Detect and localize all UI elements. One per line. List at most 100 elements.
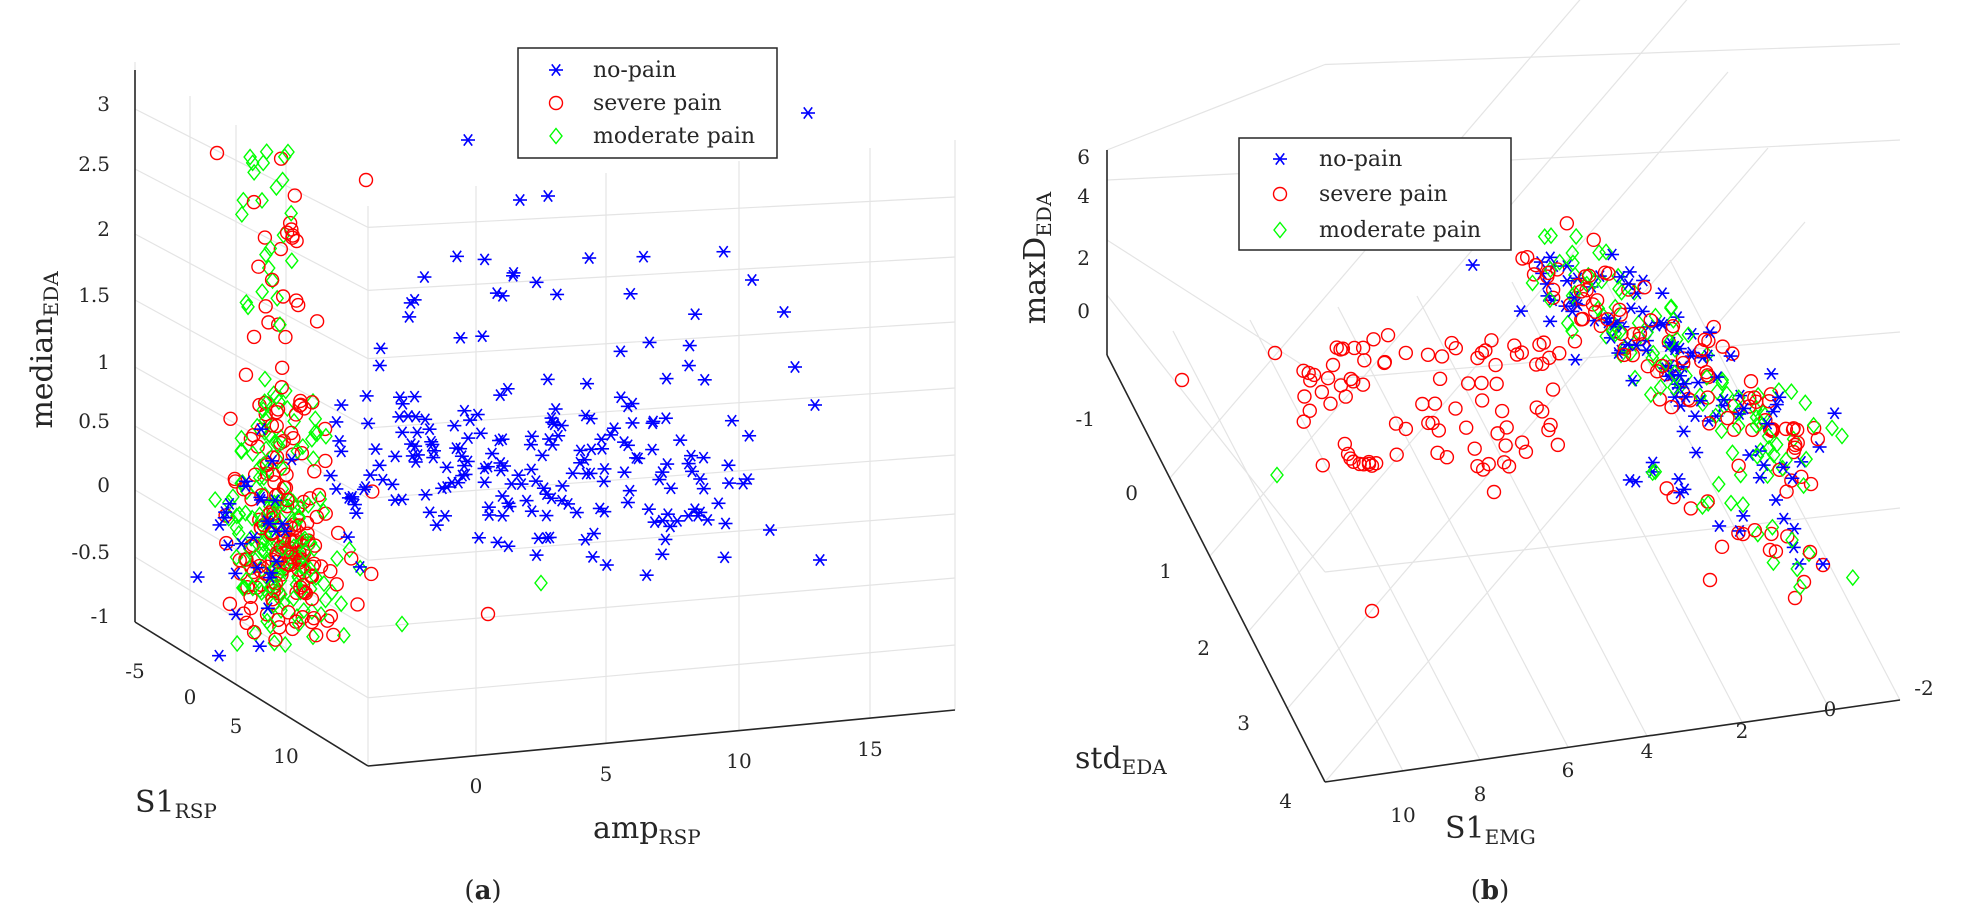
- data-point-severe-pain: [1626, 326, 1641, 342]
- data-point-severe-pain: [329, 577, 344, 592]
- data-point-no-pain: [1689, 446, 1704, 459]
- data-point-severe-pain: [1388, 416, 1404, 431]
- data-point-moderate-pain: [1645, 464, 1660, 482]
- data-point-no-pain: [535, 449, 550, 462]
- data-point-no-pain: [1568, 353, 1583, 366]
- data-point-moderate-pain: [293, 583, 308, 601]
- data-point-severe-pain: [1676, 355, 1691, 371]
- data-point-no-pain: [506, 269, 521, 282]
- data-point-severe-pain: [1432, 371, 1448, 387]
- data-point-severe-pain: [323, 609, 339, 624]
- data-point-moderate-pain: [284, 252, 299, 270]
- z-tick: 0.5: [78, 409, 110, 433]
- y-tick: 10: [273, 744, 298, 768]
- data-point-severe-pain: [1303, 373, 1318, 388]
- data-point-moderate-pain: [1699, 368, 1714, 386]
- data-point-no-pain: [506, 266, 521, 279]
- data-point-no-pain: [426, 451, 441, 464]
- chart-a-y-label: S1RSP: [135, 785, 217, 823]
- data-point-no-pain: [489, 287, 504, 300]
- data-point-no-pain: [264, 566, 279, 580]
- data-point-moderate-pain: [234, 205, 249, 223]
- data-point-no-pain: [284, 453, 299, 466]
- legend-entry-severe-pain: severe pain: [1319, 182, 1448, 207]
- chart-b-grid: [1106, 0, 1901, 783]
- data-point-moderate-pain: [243, 148, 257, 166]
- data-point-moderate-pain: [1565, 244, 1580, 262]
- data-point-severe-pain: [246, 329, 262, 345]
- data-point-no-pain: [539, 509, 554, 522]
- data-point-no-pain: [583, 467, 598, 480]
- data-point-severe-pain: [1715, 339, 1730, 354]
- legend-entry-severe-pain: severe pain: [593, 91, 722, 116]
- data-point-severe-pain: [1296, 363, 1311, 379]
- chart-b-y-axis: [1106, 354, 1326, 783]
- data-point-severe-pain: [238, 367, 254, 383]
- data-point-moderate-pain: [1592, 244, 1606, 262]
- y-tick: 0: [1125, 481, 1138, 505]
- data-point-severe-pain: [1346, 454, 1361, 469]
- data-point-no-pain: [373, 342, 388, 355]
- data-point-severe-pain: [1694, 343, 1709, 358]
- data-point-moderate-pain: [317, 575, 331, 593]
- data-point-no-pain: [550, 288, 565, 301]
- data-point-severe-pain: [294, 446, 310, 461]
- data-point-severe-pain: [1448, 401, 1463, 416]
- data-point-no-pain: [1816, 557, 1830, 571]
- data-point-severe-pain: [1343, 371, 1358, 387]
- data-point-moderate-pain: [263, 239, 278, 258]
- data-point-moderate-pain: [252, 506, 267, 524]
- data-point-no-pain: [813, 553, 827, 567]
- data-point-severe-pain: [1434, 349, 1450, 364]
- data-point-no-pain: [344, 492, 359, 506]
- x-tick: 0: [1824, 697, 1837, 721]
- data-point-no-pain: [1684, 327, 1699, 340]
- data-point-no-pain: [696, 482, 711, 495]
- chart-a-z-ticks: 3 2.5 2 1.5 1 0.5 0 -0.5 -1: [71, 92, 110, 628]
- data-point-severe-pain: [344, 551, 359, 566]
- data-point-severe-pain: [1427, 396, 1443, 411]
- data-point-no-pain: [659, 372, 674, 385]
- data-point-severe-pain: [1802, 544, 1818, 560]
- data-point-severe-pain: [350, 597, 365, 612]
- data-point-no-pain: [470, 408, 485, 421]
- data-point-no-pain: [717, 551, 732, 564]
- chart-a-x-label: ampRSP: [593, 811, 701, 849]
- data-point-no-pain: [1752, 471, 1767, 484]
- data-point-no-pain: [693, 472, 708, 486]
- data-point-moderate-pain: [239, 571, 254, 589]
- data-point-no-pain: [392, 410, 407, 423]
- data-point-severe-pain: [1735, 526, 1751, 542]
- data-point-no-pain: [1769, 493, 1783, 507]
- data-point-no-pain: [449, 442, 464, 455]
- data-point-no-pain: [577, 453, 592, 466]
- data-point-no-pain: [323, 469, 338, 482]
- data-point-severe-pain: [291, 562, 306, 577]
- data-point-severe-pain: [1368, 456, 1384, 471]
- data-point-severe-pain: [1377, 354, 1393, 370]
- data-point-no-pain: [531, 532, 546, 545]
- data-point-no-pain: [655, 548, 670, 561]
- data-point-severe-pain: [1425, 415, 1440, 431]
- data-point-no-pain: [481, 501, 496, 514]
- x-tick: 4: [1641, 739, 1654, 763]
- data-point-no-pain: [693, 506, 708, 519]
- data-point-severe-pain: [1489, 376, 1504, 392]
- data-point-no-pain: [1629, 339, 1644, 352]
- data-point-no-pain: [340, 530, 355, 544]
- data-point-moderate-pain: [283, 490, 298, 509]
- data-point-no-pain: [722, 477, 737, 490]
- x-tick: 2: [1736, 719, 1749, 743]
- data-point-severe-pain: [311, 487, 327, 503]
- legend-entry-moderate-pain: moderate pain: [1319, 218, 1481, 243]
- data-point-no-pain: [599, 558, 614, 572]
- data-point-no-pain: [658, 533, 673, 546]
- data-point-severe-pain: [1720, 410, 1735, 426]
- data-point-no-pain: [501, 540, 516, 553]
- data-point-moderate-pain: [313, 490, 328, 508]
- data-point-moderate-pain: [296, 532, 311, 550]
- data-point-severe-pain: [1589, 293, 1605, 308]
- data-point-severe-pain: [292, 398, 307, 413]
- data-point-moderate-pain: [1653, 378, 1668, 396]
- data-point-no-pain: [660, 508, 675, 521]
